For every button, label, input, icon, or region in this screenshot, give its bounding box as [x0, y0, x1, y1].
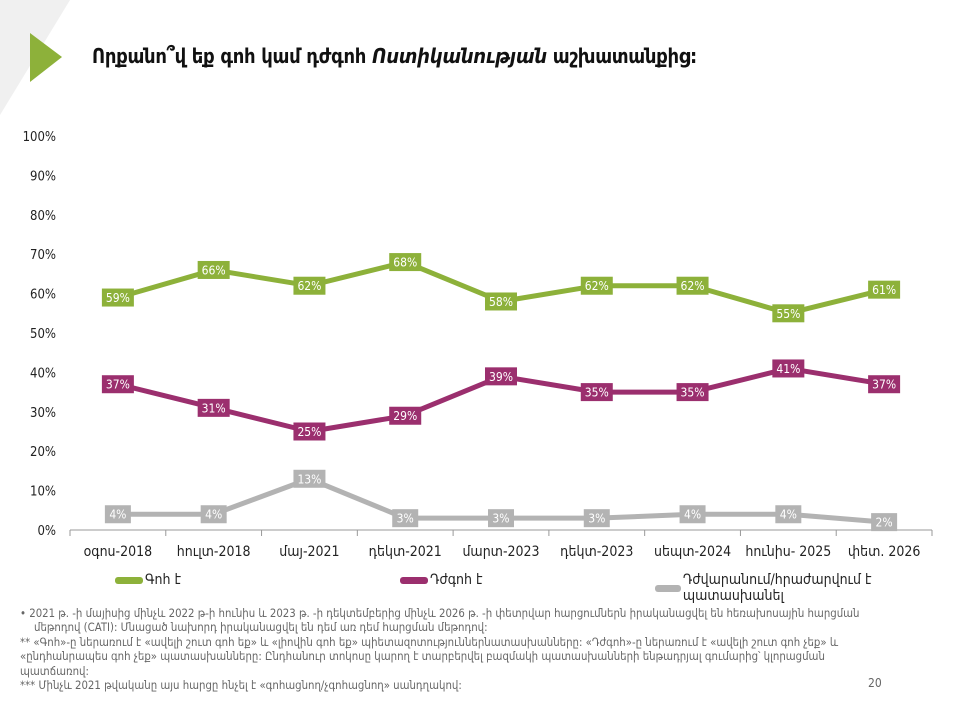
data-label: 4%	[205, 508, 222, 522]
legend-swatch	[115, 576, 143, 584]
data-label-box	[868, 280, 901, 299]
data-label-box	[200, 505, 227, 524]
footnote-1: • 2021 թ. -ի մայիսից մինչև 2022 թ-ի հուն…	[20, 607, 860, 635]
data-label: 3%	[492, 512, 509, 526]
data-label-box	[104, 505, 131, 524]
x-tick-label: մարտ-2023	[462, 544, 539, 560]
data-label: 37%	[106, 378, 130, 392]
data-label-box	[293, 469, 326, 488]
data-label: 29%	[393, 409, 417, 423]
data-label: 62%	[297, 279, 321, 293]
data-label-box	[772, 304, 805, 323]
data-label: 68%	[393, 256, 417, 270]
x-tick-label: փետ. 2026	[848, 544, 921, 560]
data-label: 61%	[872, 283, 896, 297]
data-label: 3%	[397, 512, 414, 526]
data-label: 39%	[489, 370, 513, 384]
legend-label: Գոհ է	[145, 572, 181, 588]
data-label-box	[868, 375, 901, 394]
x-tick-label: մայ-2021	[279, 544, 339, 560]
page-number: 20	[868, 676, 882, 690]
x-tick-label: հունիս- 2025	[745, 544, 831, 560]
data-label-box	[485, 367, 517, 386]
data-label: 62%	[585, 279, 609, 293]
data-label-box	[679, 505, 706, 524]
legend-item: Գոհ է	[115, 572, 181, 588]
data-label: 4%	[684, 508, 701, 522]
data-label-box	[772, 359, 805, 378]
x-tick-label: դեկտ-2021	[369, 544, 442, 560]
data-label: 3%	[588, 512, 605, 526]
data-label-box	[389, 253, 422, 272]
data-label: 58%	[489, 295, 513, 309]
y-tick-label: 30%	[30, 406, 56, 421]
data-label-box	[293, 422, 326, 441]
data-label-box	[389, 406, 422, 425]
footnote-2: ** «Գոհ»-ը ներառում է «ավելի շուտ գոհ եք…	[20, 635, 839, 678]
legend-label: Դժվարանում/հրաժարվում է պատասխանել	[682, 572, 872, 604]
y-tick-label: 20%	[30, 445, 56, 460]
data-label-box	[676, 276, 709, 295]
legend-swatch	[655, 584, 681, 592]
y-tick-label: 40%	[30, 366, 56, 381]
data-label-box	[583, 509, 610, 528]
data-label-box	[101, 288, 134, 307]
footnotes: • 2021 թ. -ի մայիսից մինչև 2022 թ-ի հուն…	[20, 607, 870, 693]
data-label: 66%	[202, 263, 226, 277]
data-label: 62%	[681, 279, 705, 293]
y-tick-label: 100%	[23, 130, 56, 145]
data-label-box	[197, 260, 230, 279]
data-label-box	[293, 276, 326, 295]
y-tick-label: 60%	[30, 288, 56, 303]
legend-label: Դժգոհ է	[430, 572, 483, 588]
data-label: 25%	[297, 425, 321, 439]
y-tick-label: 10%	[30, 485, 56, 500]
data-label-box	[580, 383, 613, 402]
data-label-box	[871, 513, 898, 532]
data-label: 31%	[202, 401, 226, 415]
page-title: Որքանո՞վ եք գոհ կամ դժգոհ Ոստիկանության …	[92, 44, 697, 68]
y-tick-label: 80%	[30, 209, 56, 224]
triangle-bullet-icon	[30, 33, 62, 82]
data-label-box	[488, 509, 514, 528]
data-label: 37%	[872, 378, 896, 392]
data-label-box	[580, 276, 613, 295]
footnote-3: *** Մինչև 2021 թվականը այս հարցը հնչել է…	[20, 679, 462, 693]
data-label-box	[775, 505, 802, 524]
legend-swatch	[400, 576, 428, 584]
data-label-box	[485, 292, 517, 311]
data-label: 35%	[585, 386, 609, 400]
data-label: 13%	[297, 472, 321, 486]
data-label-box	[197, 398, 230, 417]
y-tick-label: 70%	[30, 248, 56, 263]
data-label: 41%	[776, 362, 800, 376]
data-label: 4%	[109, 508, 126, 522]
data-label: 4%	[780, 508, 797, 522]
data-label: 59%	[106, 291, 130, 305]
y-tick-label: 50%	[30, 327, 56, 342]
data-label-box	[101, 375, 134, 394]
x-tick-label: հուլտ-2018	[177, 544, 251, 560]
y-tick-label: 0%	[37, 524, 56, 539]
y-tick-label: 90%	[30, 169, 56, 184]
data-label-box	[392, 509, 419, 528]
legend-item: Դժգոհ է	[400, 572, 483, 588]
legend-item: Դժվարանում/հրաժարվում է պատասխանել	[655, 572, 954, 604]
data-label: 55%	[776, 307, 800, 321]
data-label: 2%	[876, 516, 893, 530]
x-tick-label: օգոս-2018	[84, 544, 153, 560]
x-tick-label: դեկտ-2023	[560, 544, 633, 560]
data-label-box	[676, 383, 709, 402]
x-tick-label: սեպտ-2024	[654, 544, 731, 560]
data-label: 35%	[681, 386, 705, 400]
